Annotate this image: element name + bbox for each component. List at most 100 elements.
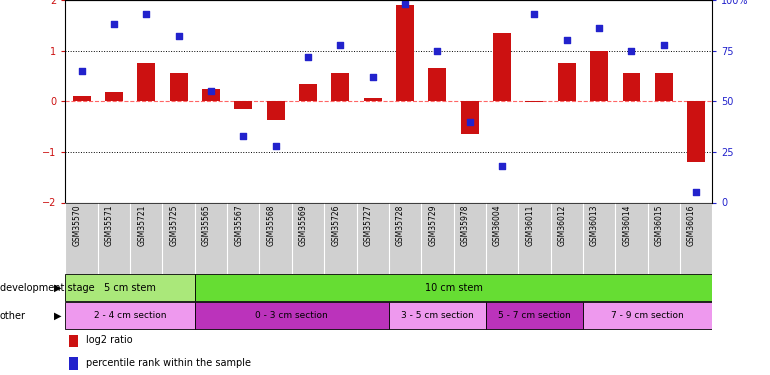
Point [237,133,249,139]
Text: percentile rank within the sample: percentile rank within the sample [85,358,250,368]
Bar [69,334,78,347]
Point [561,38,573,44]
Text: GSM36015: GSM36015 [654,205,664,246]
Bar [98,202,130,274]
FancyBboxPatch shape [195,302,389,330]
Bar [259,202,292,274]
FancyBboxPatch shape [65,274,195,302]
Point [399,1,411,7]
Point [367,74,379,80]
Bar [137,63,156,101]
Bar [460,101,479,134]
Bar [557,63,576,101]
FancyBboxPatch shape [389,302,486,330]
Bar [363,98,382,101]
Point [205,88,217,94]
Text: GSM35728: GSM35728 [396,205,405,246]
Point [140,11,152,17]
Text: 7 - 9 cm section: 7 - 9 cm section [611,311,684,320]
Point [108,21,120,27]
Bar [69,357,78,370]
Bar [130,202,162,274]
Text: GSM36004: GSM36004 [493,205,502,246]
Text: GSM36012: GSM36012 [557,205,567,246]
Bar [266,101,285,120]
Text: other: other [0,311,26,321]
Bar [654,74,673,101]
FancyBboxPatch shape [195,274,712,302]
Text: GSM36013: GSM36013 [590,205,599,246]
Bar [389,202,421,274]
Bar [525,101,544,102]
Bar [486,202,518,274]
Bar [162,202,195,274]
Text: GSM35725: GSM35725 [169,205,179,246]
Text: GSM35729: GSM35729 [428,205,437,246]
Bar [234,101,253,109]
Bar [299,84,317,101]
Bar [357,202,389,274]
Bar [324,202,357,274]
Bar [396,5,414,101]
Point [431,48,444,54]
Point [593,26,605,32]
Text: GSM35978: GSM35978 [460,205,470,246]
Text: 3 - 5 cm section: 3 - 5 cm section [401,311,474,320]
Bar [622,74,641,101]
Text: GSM36011: GSM36011 [525,205,534,246]
Bar [65,202,98,274]
Point [302,54,314,60]
Text: GSM35568: GSM35568 [266,205,276,246]
Text: log2 ratio: log2 ratio [85,335,132,345]
Bar [454,202,486,274]
Bar [648,202,680,274]
Point [658,42,670,48]
Text: GSM36016: GSM36016 [687,205,696,246]
Bar [680,202,712,274]
Bar [551,202,583,274]
Bar [615,202,648,274]
Bar [421,202,454,274]
FancyBboxPatch shape [65,302,195,330]
Text: 5 cm stem: 5 cm stem [104,283,156,293]
Point [172,33,185,39]
Text: GSM35569: GSM35569 [299,205,308,246]
Bar [590,51,608,101]
Bar [518,202,551,274]
Text: 0 - 3 cm section: 0 - 3 cm section [256,311,328,320]
Text: GSM35726: GSM35726 [331,205,340,246]
FancyBboxPatch shape [486,302,583,330]
Text: development stage: development stage [0,283,95,293]
Text: GSM36014: GSM36014 [622,205,631,246]
Text: GSM35571: GSM35571 [105,205,114,246]
Bar [169,74,188,101]
Bar [687,101,705,162]
Bar [202,88,220,101]
Point [528,11,541,17]
Bar [331,74,350,101]
Point [690,189,702,195]
Bar [292,202,324,274]
Point [75,68,88,74]
Point [496,163,508,169]
Point [270,143,282,149]
Text: GSM35727: GSM35727 [363,205,373,246]
Point [625,48,638,54]
Bar [105,92,123,101]
Bar [72,96,91,101]
Bar [583,202,615,274]
FancyBboxPatch shape [583,302,712,330]
Text: ▶: ▶ [54,283,62,293]
Bar [428,68,447,101]
Text: GSM35565: GSM35565 [202,205,211,246]
Bar [493,33,511,101]
Text: 10 cm stem: 10 cm stem [424,283,483,293]
Point [464,118,476,124]
Bar [195,202,227,274]
Point [334,42,346,48]
Text: 2 - 4 cm section: 2 - 4 cm section [94,311,166,320]
Text: GSM35567: GSM35567 [234,205,243,246]
Text: GSM35721: GSM35721 [137,205,146,246]
Text: 5 - 7 cm section: 5 - 7 cm section [498,311,571,320]
Bar [227,202,259,274]
